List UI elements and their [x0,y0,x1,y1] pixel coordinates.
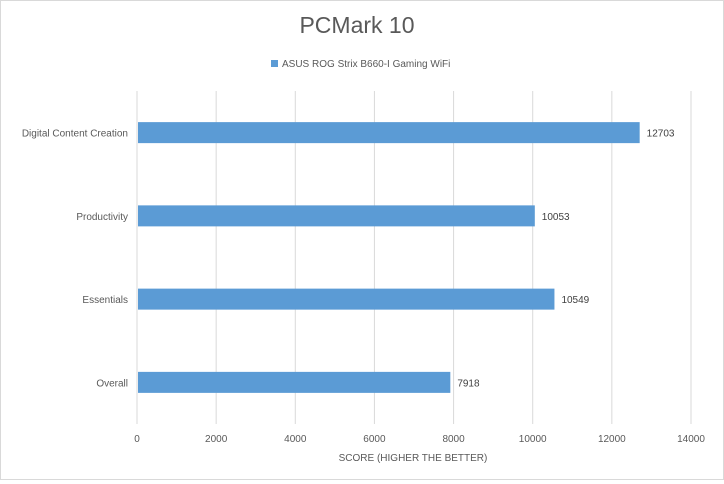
bar [138,122,640,144]
bar [138,205,535,227]
bars [138,122,640,393]
x-tick-label: 12000 [598,434,626,445]
x-tick-label: 10000 [519,434,547,445]
bar [138,371,451,393]
bar [138,288,555,310]
x-axis-title: SCORE (HIGHER THE BETTER) [339,453,488,464]
y-category-label: Digital Content Creation [22,129,128,140]
x-axis-ticks: 0 2000 4000 6000 8000 10000 12000 14000 [134,434,705,445]
y-category-label: Overall [96,378,128,389]
bar-value-label: 12703 [647,129,675,140]
bar-value-label: 10549 [561,295,589,306]
bar-value-label: 10053 [542,212,570,223]
x-tick-label: 8000 [442,434,465,445]
legend-label: ASUS ROG Strix B660-I Gaming WiFi [282,59,450,70]
x-tick-label: 6000 [363,434,386,445]
x-tick-label: 14000 [677,434,705,445]
x-tick-label: 2000 [205,434,228,445]
chart-title: PCMark 10 [299,12,414,38]
bar-value-label: 7918 [457,378,480,389]
legend: ASUS ROG Strix B660-I Gaming WiFi [271,59,450,70]
y-category-label: Essentials [82,295,128,306]
value-labels: 12703 10053 10549 7918 [457,129,675,390]
y-axis-labels: Digital Content Creation Productivity Esse… [22,129,128,390]
gridlines [215,91,692,424]
legend-swatch [271,60,278,67]
x-tick-label: 4000 [284,434,307,445]
y-category-label: Productivity [76,212,128,223]
x-tick-label: 0 [134,434,140,445]
